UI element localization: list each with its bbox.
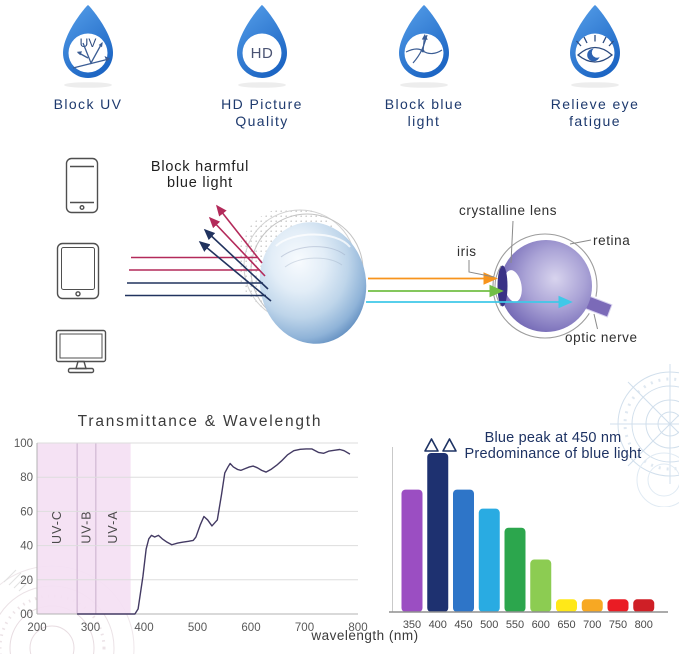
feature-hd-quality: HD HD Picture Quality [187, 2, 337, 130]
spectrum-bar [504, 527, 526, 612]
spectrum-bar [401, 489, 423, 612]
monitor-icon [55, 329, 107, 374]
line-chart-xlabel: wavelength (nm) [311, 628, 419, 643]
spectrum-bar [556, 599, 577, 612]
spectrum-bar [427, 453, 449, 612]
uv-glyph-text: UV [80, 36, 97, 50]
x-tick-label: 400 [134, 622, 153, 634]
uv-block-icon: UV [63, 5, 113, 88]
lens-graphic [237, 207, 367, 344]
spectrum-bar [581, 599, 603, 612]
y-tick-label: 20 [20, 575, 33, 587]
y-tick-label: 40 [20, 541, 33, 553]
line-chart-title: Transmittance & Wavelength [77, 413, 323, 430]
label-pointer-lines [468, 220, 598, 330]
bar-chart-annotation: Blue peak at 450 nm Predominance of blue… [464, 430, 642, 462]
peak-marker-icons [424, 438, 457, 452]
bar-tick-label: 800 [635, 619, 653, 631]
y-tick-label: 100 [14, 438, 33, 450]
bar-tick-label: 650 [557, 619, 575, 631]
label-optic-nerve: optic nerve [565, 330, 638, 345]
bar-tick-label: 550 [506, 619, 524, 631]
x-tick-label: 200 [27, 622, 46, 634]
bar-tick-label: 350 [403, 619, 421, 631]
bar-tick-label: 750 [609, 619, 627, 631]
spectrum-bar [633, 599, 655, 612]
bar-tick-label: 400 [429, 619, 447, 631]
label-retina: retina [593, 233, 631, 248]
blocked-light-rays [125, 204, 272, 302]
x-tick-label: 300 [81, 622, 100, 634]
spectrum-bar [607, 599, 629, 612]
y-tick-label: 60 [20, 506, 33, 518]
deflect-blue-light-icon [399, 5, 449, 88]
bar-tick-label: 700 [583, 619, 601, 631]
transmittance-line [77, 448, 351, 615]
y-tick-label: 00 [20, 609, 33, 621]
uv-band-label: UV-A [106, 510, 120, 543]
uv-band [77, 443, 96, 614]
bar-tick-label: 500 [480, 619, 498, 631]
uv-band [95, 443, 131, 614]
feature-label: Relieve eye fatigue [550, 96, 640, 129]
feature-block-blue-light: Block blue light [349, 2, 499, 130]
bar-tick-label: 450 [454, 619, 472, 631]
x-tick-label: 700 [295, 622, 314, 634]
hd-icon: HD [237, 5, 287, 88]
spectrum-bar [530, 559, 552, 612]
feature-label: Block blue light [384, 96, 464, 129]
label-iris: iris [457, 244, 477, 259]
decorative-compass-watermark-right [610, 364, 679, 507]
bar-tick-label: 600 [532, 619, 550, 631]
eye-anatomy-graphic [366, 220, 620, 339]
y-tick-label: 80 [20, 472, 33, 484]
feature-label: Block UV [53, 96, 123, 112]
hd-glyph-text: HD [251, 45, 274, 62]
spectrum-bar [478, 508, 500, 612]
spectrum-bar [453, 489, 474, 612]
diagram-caption: Block harmful blue light [150, 159, 250, 191]
eye-icon [570, 5, 620, 88]
feature-label: HD Picture Quality [221, 96, 303, 129]
tablet-icon [56, 242, 100, 300]
smartphone-icon [65, 157, 99, 214]
feature-relieve-fatigue: Relieve eye fatigue [520, 2, 670, 130]
uv-band-label: UV-B [79, 510, 93, 543]
x-tick-label: 800 [348, 622, 367, 634]
label-crystalline-lens: crystalline lens [459, 203, 558, 218]
feature-block-uv: UV Block UV [13, 2, 163, 113]
x-tick-label: 600 [241, 622, 260, 634]
uv-band-label: UV-C [50, 510, 64, 544]
x-tick-label: 500 [188, 622, 207, 634]
uv-band [37, 443, 78, 614]
